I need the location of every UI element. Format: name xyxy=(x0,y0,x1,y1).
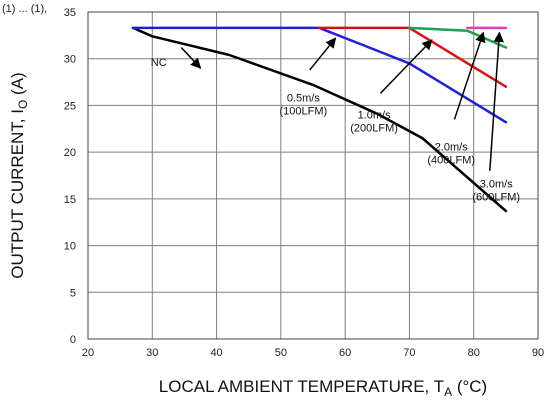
x-tick-label: 70 xyxy=(403,347,415,359)
y-tick-label: 20 xyxy=(64,147,76,159)
y-tick-label: 25 xyxy=(64,100,76,112)
y-tick-label: 0 xyxy=(70,334,76,346)
y-tick-label: 5 xyxy=(70,287,76,299)
annotation-3: 2.0m/s(400LFM) xyxy=(427,33,483,167)
y-tick-label: 10 xyxy=(64,241,76,253)
x-axis-title: LOCAL AMBIENT TEMPERATURE, TA (°C) xyxy=(159,377,487,399)
x-tick-label: 90 xyxy=(532,347,544,359)
annotation-label: 2.0m/s xyxy=(435,141,469,153)
annotation-label: NC xyxy=(151,57,167,69)
annotation-arrow xyxy=(490,33,500,171)
x-tick-label: 40 xyxy=(210,347,222,359)
annotation-label: (600LFM) xyxy=(472,192,520,204)
x-tick-labels: 20 30 40 50 60 70 80 90 xyxy=(82,347,544,359)
annotation-label: (100LFM) xyxy=(280,106,328,118)
annotation-arrow xyxy=(381,40,432,93)
annotation-label: (400LFM) xyxy=(427,154,475,166)
x-tick-label: 30 xyxy=(146,347,158,359)
top-label-fragment: (1) ... (1), xyxy=(2,3,47,15)
series-line-2 xyxy=(319,28,506,87)
annotation-label: (200LFM) xyxy=(350,123,398,135)
annotation-arrow xyxy=(310,38,336,70)
y-tick-label: 35 xyxy=(64,7,76,19)
x-tick-label: 80 xyxy=(468,347,480,359)
annotation-label: 3.0m/s xyxy=(480,179,514,191)
annotation-1: 0.5m/s(100LFM) xyxy=(280,38,336,118)
annotation-label: 0.5m/s xyxy=(287,93,321,105)
annotation-arrow xyxy=(181,48,200,69)
annotation-label: 1.0m/s xyxy=(358,110,392,122)
y-tick-labels: 0 5 10 15 20 25 30 35 xyxy=(64,7,76,346)
y-axis-title: OUTPUT CURRENT, IO (A) xyxy=(8,72,30,278)
x-tick-label: 60 xyxy=(339,347,351,359)
y-tick-label: 15 xyxy=(64,194,76,206)
y-tick-label: 30 xyxy=(64,54,76,66)
x-tick-label: 50 xyxy=(275,347,287,359)
x-tick-label: 20 xyxy=(82,347,94,359)
